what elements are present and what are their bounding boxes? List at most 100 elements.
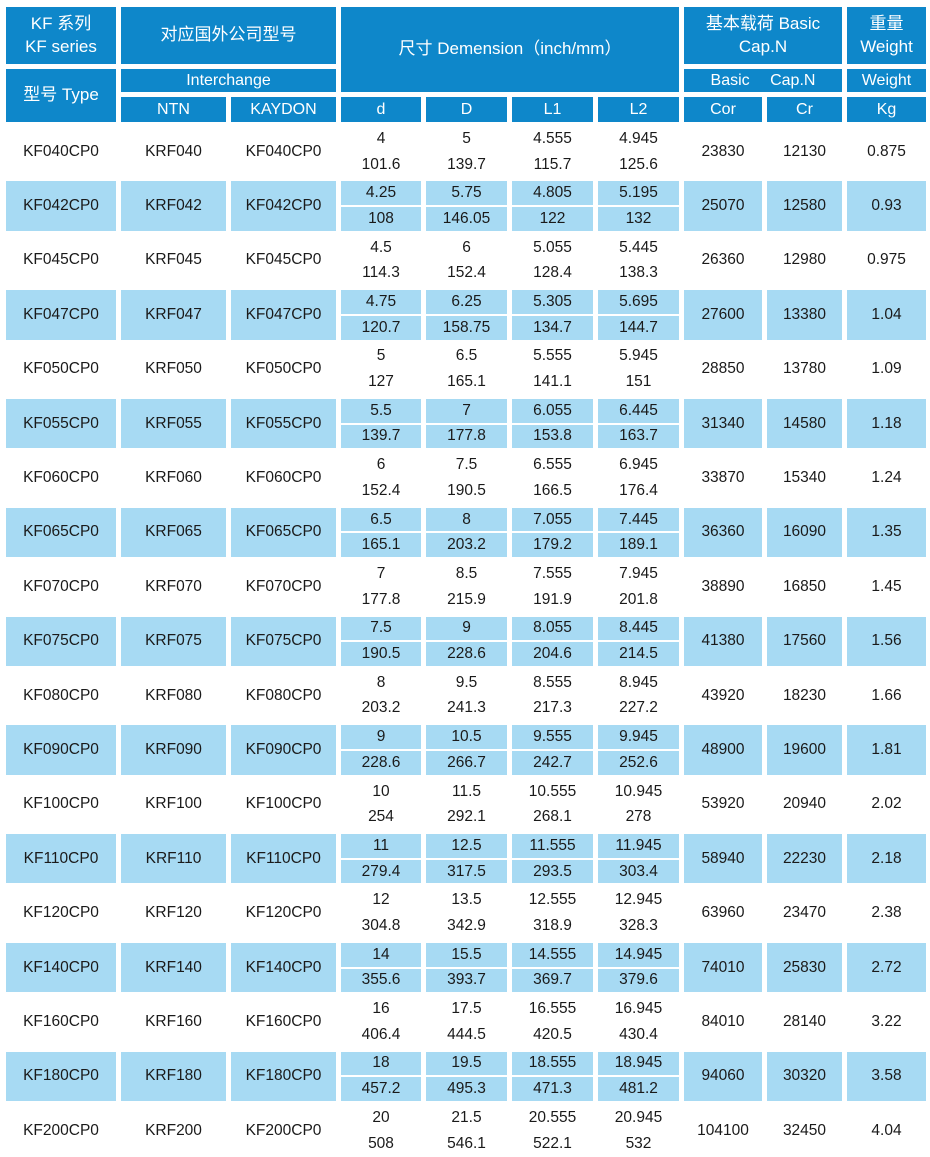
- cell-ntn: KRF080: [121, 670, 226, 721]
- cell-d-mm: 203.2: [341, 696, 421, 721]
- cell-D-inch: 11.5: [426, 779, 507, 804]
- col-header-L1: L1: [512, 97, 593, 122]
- cell-kg: 1.45: [847, 562, 926, 612]
- cell-L1-mm: 115.7: [512, 152, 593, 177]
- cell-cor: 74010: [684, 942, 762, 993]
- cell-kaydon: KF050CP0: [231, 344, 336, 394]
- cell-type: KF040CP0: [6, 127, 116, 177]
- cell-D: 6.25 158.75: [426, 290, 507, 340]
- cell-D: 13.5 342.9: [426, 888, 507, 938]
- cell-L2: 10.945 278: [598, 779, 679, 830]
- header-basic-cap-line2: Cap.N: [738, 36, 788, 56]
- cell-kg: 0.975: [847, 235, 926, 286]
- cell-L1: 7.555 191.9: [512, 562, 593, 612]
- cell-d-mm: 508: [341, 1131, 421, 1156]
- cell-L2: 6.945 176.4: [598, 453, 679, 503]
- cell-L2-inch: 8.945: [598, 670, 679, 695]
- cell-type: KF070CP0: [6, 562, 116, 612]
- cell-L2-inch: 20.945: [598, 1106, 679, 1130]
- cell-L2: 16.945 430.4: [598, 997, 679, 1047]
- cell-d-mm: 101.6: [341, 152, 421, 177]
- cell-L1-mm: 522.1: [512, 1131, 593, 1156]
- cell-cor: 84010: [684, 997, 762, 1047]
- cell-kaydon: KF040CP0: [231, 127, 336, 177]
- cell-kg: 3.58: [847, 1051, 926, 1102]
- cell-ntn: KRF060: [121, 453, 226, 503]
- cell-kaydon: KF200CP0: [231, 1106, 336, 1156]
- cell-cor: 23830: [684, 127, 762, 177]
- cell-cor: 31340: [684, 398, 762, 449]
- cell-ntn: KRF050: [121, 344, 226, 394]
- cell-D-mm: 393.7: [426, 968, 507, 993]
- cell-d: 6.5 165.1: [341, 507, 421, 558]
- cell-L2-mm: 481.2: [598, 1077, 679, 1102]
- cell-ntn: KRF070: [121, 562, 226, 612]
- cell-D-mm: 215.9: [426, 587, 507, 612]
- cell-type: KF140CP0: [6, 942, 116, 993]
- cell-cr: 25830: [767, 942, 842, 993]
- cell-L1-mm: 242.7: [512, 750, 593, 775]
- header-type: 型号 Type: [6, 69, 116, 122]
- cell-cr: 20940: [767, 779, 842, 830]
- cell-D-inch: 13.5: [426, 888, 507, 913]
- cell-d: 7.5 190.5: [341, 616, 421, 666]
- cell-D-mm: 495.3: [426, 1077, 507, 1102]
- cell-kaydon: KF160CP0: [231, 997, 336, 1047]
- cell-ntn: KRF100: [121, 779, 226, 830]
- cell-L2: 8.945 227.2: [598, 670, 679, 721]
- cell-D-inch: 17.5: [426, 997, 507, 1021]
- cell-L1: 14.555 369.7: [512, 942, 593, 993]
- cell-D-mm: 342.9: [426, 914, 507, 938]
- cell-D: 9 228.6: [426, 616, 507, 666]
- cell-L1-mm: 420.5: [512, 1022, 593, 1047]
- cell-cor: 48900: [684, 725, 762, 775]
- cell-type: KF180CP0: [6, 1051, 116, 1102]
- cell-d-inch: 9: [341, 725, 421, 749]
- cell-L2-mm: 278: [598, 805, 679, 830]
- cell-d-inch: 6: [341, 453, 421, 478]
- header-weight-en: Weight: [860, 36, 913, 56]
- cell-L2-mm: 252.6: [598, 750, 679, 775]
- cell-L2: 14.945 379.6: [598, 942, 679, 993]
- cell-L2-inch: 7.945: [598, 562, 679, 586]
- cell-cr: 16850: [767, 562, 842, 612]
- cell-L2: 5.695 144.7: [598, 290, 679, 340]
- col-header-ntn: NTN: [121, 97, 226, 122]
- cell-cr: 13380: [767, 290, 842, 340]
- cell-d-inch: 8: [341, 670, 421, 695]
- cell-L1-mm: 268.1: [512, 805, 593, 830]
- cell-kg: 1.04: [847, 290, 926, 340]
- cell-d-mm: 177.8: [341, 587, 421, 612]
- cell-type: KF080CP0: [6, 670, 116, 721]
- header-kf-series-en: KF series: [25, 36, 97, 56]
- cell-D: 7.5 190.5: [426, 453, 507, 503]
- cell-ntn: KRF120: [121, 888, 226, 938]
- cell-D: 7 177.8: [426, 398, 507, 449]
- cell-L2-mm: 201.8: [598, 587, 679, 612]
- cell-cr: 30320: [767, 1051, 842, 1102]
- col-header-kg: Kg: [847, 97, 926, 122]
- cell-d: 9 228.6: [341, 725, 421, 775]
- cell-d-inch: 14: [341, 942, 421, 967]
- cell-L1-inch: 8.555: [512, 670, 593, 695]
- cell-d-mm: 406.4: [341, 1022, 421, 1047]
- cell-type: KF055CP0: [6, 398, 116, 449]
- cell-L1: 18.555 471.3: [512, 1051, 593, 1102]
- cell-ntn: KRF140: [121, 942, 226, 993]
- cell-D-mm: 146.05: [426, 207, 507, 231]
- cell-L1: 6.555 166.5: [512, 453, 593, 503]
- cell-L2-mm: 189.1: [598, 533, 679, 558]
- cell-D: 10.5 266.7: [426, 725, 507, 775]
- cell-cor: 38890: [684, 562, 762, 612]
- cell-kg: 1.24: [847, 453, 926, 503]
- cell-d-inch: 20: [341, 1106, 421, 1130]
- cell-L1-inch: 20.555: [512, 1106, 593, 1130]
- cell-d-inch: 7: [341, 562, 421, 586]
- cell-type: KF060CP0: [6, 453, 116, 503]
- cell-kg: 1.18: [847, 398, 926, 449]
- cell-L2-mm: 125.6: [598, 152, 679, 177]
- header-basic-cap: 基本载荷 Basic Cap.N: [684, 7, 842, 64]
- cell-L2-mm: 214.5: [598, 642, 679, 666]
- cell-type: KF075CP0: [6, 616, 116, 666]
- cell-D-inch: 5.75: [426, 181, 507, 206]
